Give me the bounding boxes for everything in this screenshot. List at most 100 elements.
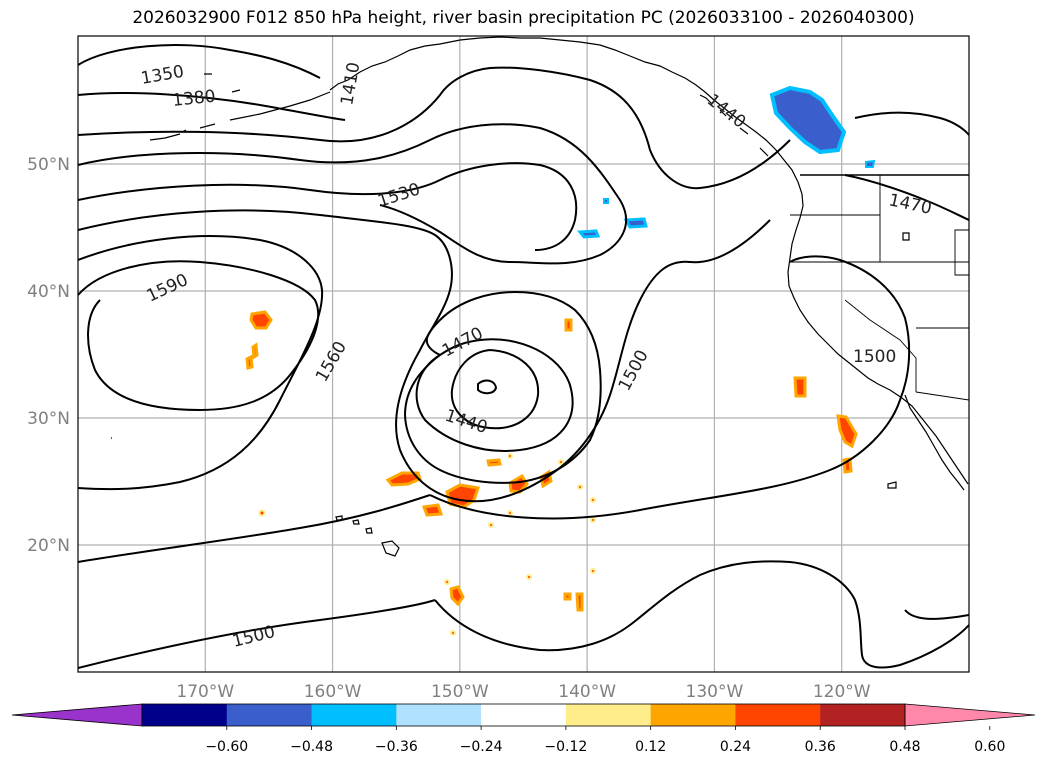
contour-line xyxy=(78,494,431,563)
contour-label: 1500 xyxy=(230,622,277,652)
contour-label: 1470 xyxy=(439,323,487,361)
map-frame xyxy=(77,35,970,673)
positive-anomaly-dot xyxy=(444,579,450,585)
positive-anomaly-region xyxy=(575,592,584,612)
colorbar-tick-label: 0.48 xyxy=(889,739,920,755)
colorbar-bin xyxy=(481,704,567,726)
latitude-tick-label: 50°N xyxy=(27,155,70,175)
contour-line xyxy=(78,209,771,503)
contour-label: 1410 xyxy=(337,61,364,107)
latitude-tick-label: 40°N xyxy=(27,282,70,302)
contour-label: 1470 xyxy=(887,190,933,219)
colorbar-bin xyxy=(565,704,652,726)
positive-anomaly-dot xyxy=(590,517,596,523)
latitude-tick-label: 30°N xyxy=(27,409,70,429)
colorbar-bin xyxy=(396,704,482,726)
contour-line xyxy=(78,162,578,251)
contour-label: 1440 xyxy=(703,90,749,132)
precip-shading xyxy=(245,85,876,636)
colorbar-tick-label: −0.24 xyxy=(460,739,503,755)
contour-line xyxy=(78,92,346,121)
positive-anomaly-dot xyxy=(590,497,596,503)
negative-anomaly-region xyxy=(623,217,648,229)
longitude-tick-labels: 170°W 160°W 150°W 140°W 130°W 120°W xyxy=(176,682,870,702)
positive-anomaly-region xyxy=(245,354,254,370)
positive-anomaly-dot xyxy=(590,568,596,574)
latitude-tick-label: 20°N xyxy=(27,536,70,556)
colorbar-tick-label: 0.60 xyxy=(974,739,1005,755)
positive-anomaly-region xyxy=(563,592,572,601)
positive-anomaly-region xyxy=(793,376,807,398)
colorbar-bin xyxy=(311,704,397,726)
positive-anomaly-dot xyxy=(507,510,513,516)
longitude-tick-label: 160°W xyxy=(304,682,362,702)
positive-anomaly-dot xyxy=(507,453,513,459)
contour-line xyxy=(844,174,969,221)
coastline xyxy=(229,91,331,121)
positive-anomaly-region xyxy=(486,458,502,467)
colorbar-bin xyxy=(820,704,906,726)
colorbar-tick-label: −0.36 xyxy=(375,739,418,755)
contour-line xyxy=(429,255,911,520)
hawaii-island xyxy=(381,540,400,557)
colorbar-extend-max xyxy=(904,703,1036,727)
positive-anomaly-region xyxy=(449,585,465,607)
colorbar-tick-label: 0.36 xyxy=(805,739,836,755)
contour-label: 1350 xyxy=(139,62,185,89)
contour-line xyxy=(78,260,320,412)
positive-anomaly-region xyxy=(508,473,529,494)
positive-anomaly-dot xyxy=(577,484,583,490)
island xyxy=(887,481,897,489)
positive-anomaly-dot xyxy=(450,630,456,636)
positive-anomaly-region xyxy=(251,342,259,360)
contour-line xyxy=(477,379,498,395)
colorbar-tick-label: −0.60 xyxy=(205,739,248,755)
negative-anomaly-region xyxy=(603,198,609,204)
negative-anomaly-region xyxy=(769,85,847,155)
coastline xyxy=(699,94,769,157)
contour-line xyxy=(854,111,969,136)
longitude-tick-label: 170°W xyxy=(176,682,234,702)
latitude-tick-labels: 20°N 30°N 40°N 50°N xyxy=(27,155,70,556)
positive-anomaly-region xyxy=(564,318,573,332)
contour-line xyxy=(78,123,627,265)
contour-label: 1440 xyxy=(442,406,489,438)
contour-label: 1530 xyxy=(375,179,422,211)
longitude-tick-label: 130°W xyxy=(686,682,744,702)
contour-line xyxy=(78,44,321,79)
negative-anomaly-region xyxy=(865,159,876,168)
coastline xyxy=(149,123,216,141)
contour-line xyxy=(403,290,602,484)
contour-line xyxy=(434,560,969,669)
state-borders xyxy=(790,175,969,401)
positive-anomaly-dot xyxy=(526,574,532,580)
negative-anomaly-region xyxy=(577,229,601,239)
contour-line xyxy=(78,599,436,669)
colorbar-extend-min xyxy=(11,703,143,727)
longitude-tick-label: 120°W xyxy=(813,682,871,702)
positive-anomaly-region xyxy=(836,414,858,449)
contour-line xyxy=(78,235,324,491)
contour-line xyxy=(450,349,540,430)
colorbar-tick-label: −0.12 xyxy=(544,739,587,755)
colorbar: −0.60 −0.48 −0.36 −0.24 −0.12 0.12 0.24 0.36 0.4… xyxy=(11,703,1036,755)
height-contours xyxy=(78,44,969,669)
baja-california-coastline xyxy=(904,394,965,491)
colorbar-tick-label: 0.24 xyxy=(720,739,751,755)
contour-label: 1560 xyxy=(312,338,351,385)
positive-anomaly-dot xyxy=(258,509,266,517)
colorbar-bin xyxy=(650,704,736,726)
coastlines xyxy=(111,36,969,557)
hawaii-island xyxy=(352,519,360,525)
contour-label: 1380 xyxy=(171,87,216,111)
north-america-coastline xyxy=(329,36,969,485)
positive-anomaly-dot xyxy=(488,522,494,528)
positive-anomaly-dot xyxy=(558,459,564,465)
colorbar-frame xyxy=(141,703,906,727)
longitude-tick-label: 140°W xyxy=(558,682,616,702)
colorbar-bin xyxy=(142,704,228,726)
hawaii-island xyxy=(365,527,373,534)
contour-line xyxy=(904,609,969,620)
colorbar-bin xyxy=(735,704,821,726)
